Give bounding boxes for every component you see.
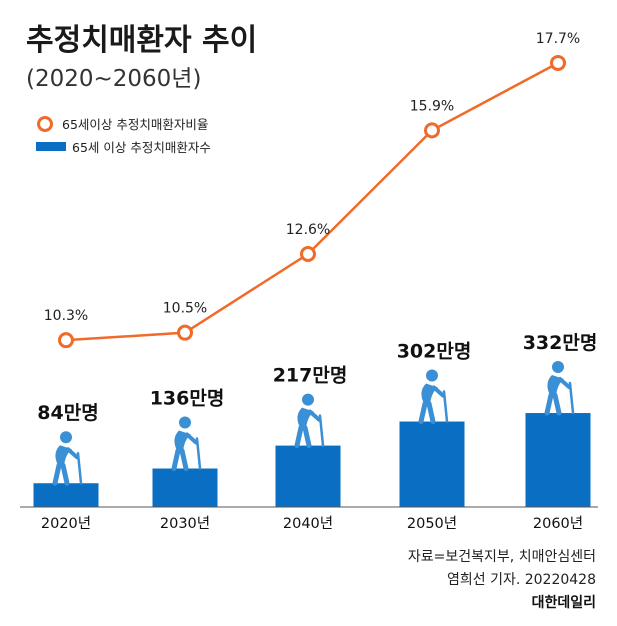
line-point	[58, 332, 74, 349]
legend: 65세이상 추정치매환자비율 65세 이상 추정치매환자수	[36, 116, 211, 155]
x-axis-ticks: 2020년 2030년 2040년 2050년 2060년	[41, 515, 583, 532]
legend-line-marker	[37, 116, 53, 132]
person-icon	[171, 416, 202, 472]
legend-bar-swatch	[36, 142, 66, 151]
line-value-labels: 10.3% 10.5% 12.6% 15.9% 17.7%	[44, 31, 580, 324]
x-tick-label: 2030년	[160, 515, 210, 532]
bar	[399, 421, 465, 507]
source-note: 자료=보건복지부, 치매안심센터	[408, 549, 596, 565]
x-tick-label: 2040년	[283, 515, 333, 532]
chart-title: 추정치매환자 추이	[26, 23, 257, 58]
line-point	[177, 324, 193, 341]
bar-series	[33, 413, 591, 507]
line-value-label: 12.6%	[286, 222, 330, 238]
legend-bar-label: 65세 이상 추정치매환자수	[72, 140, 211, 155]
legend-line-label: 65세이상 추정치매환자비율	[62, 117, 208, 132]
line-value-label: 10.5%	[163, 301, 207, 317]
x-tick-label: 2050년	[407, 515, 457, 532]
bar-value-label: 217만명	[273, 365, 348, 387]
bar	[525, 413, 591, 507]
bar-value-label: 302만명	[397, 341, 472, 363]
person-icon	[294, 393, 325, 449]
x-tick-label: 2020년	[41, 515, 91, 532]
line-point	[424, 122, 440, 139]
bar-value-labels: 84만명 136만명 217만명 302만명 332만명	[37, 332, 597, 424]
byline: 염희선 기자. 20220428	[447, 572, 596, 588]
series-line	[65, 61, 559, 342]
bar	[275, 445, 341, 507]
person-icon	[418, 369, 449, 425]
line-series	[58, 54, 566, 349]
bar	[33, 483, 99, 507]
line-point	[300, 246, 316, 263]
line-point	[550, 54, 566, 71]
bar-value-label: 84만명	[37, 402, 98, 424]
brand-logo: 대한데일리	[532, 595, 596, 611]
line-value-label: 17.7%	[536, 31, 580, 47]
line-value-label: 15.9%	[410, 98, 454, 114]
x-tick-label: 2060년	[533, 515, 583, 532]
bar-value-label: 332만명	[523, 332, 598, 354]
bar-value-label: 136만명	[150, 388, 225, 410]
person-icon	[52, 431, 83, 486]
chart-subtitle: (2020~2060년)	[26, 66, 201, 92]
line-value-label: 10.3%	[44, 308, 88, 324]
bar	[152, 468, 218, 507]
person-icons	[52, 361, 575, 486]
person-icon	[544, 361, 575, 416]
